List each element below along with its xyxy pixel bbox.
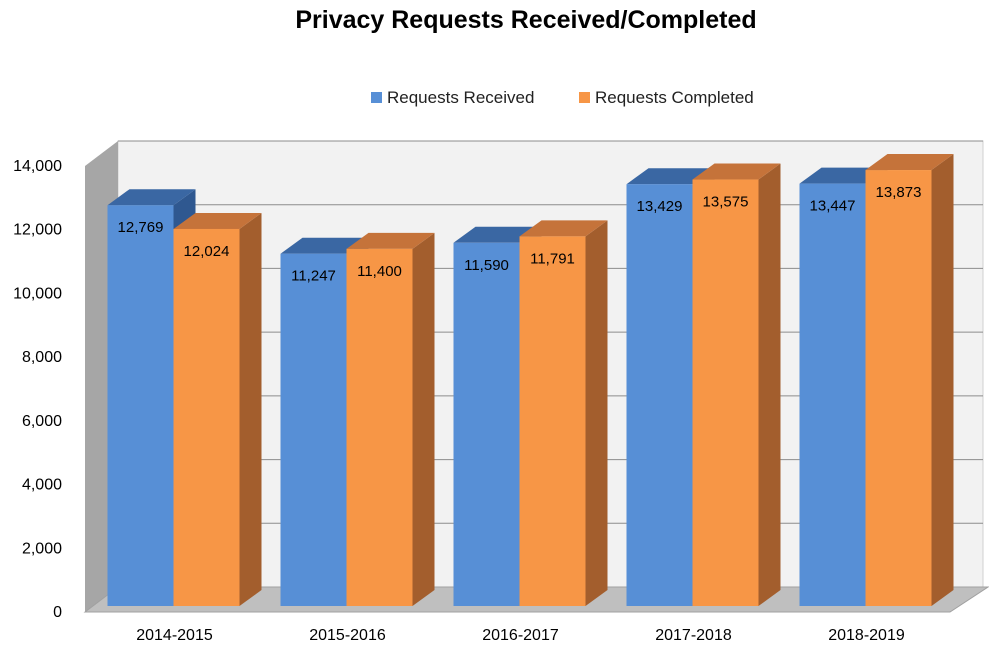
data-label: 12,769 (118, 219, 164, 236)
data-label: 13,575 (703, 194, 749, 211)
data-label: 11,590 (464, 257, 509, 274)
bar-top (346, 232, 435, 249)
bars (107, 154, 954, 607)
legend-swatch-requests-received (371, 92, 382, 103)
y-tick-label: 14,000 (13, 158, 62, 175)
legend-swatch-requests-completed (579, 92, 590, 103)
data-label: 13,429 (637, 198, 683, 215)
y-tick-label: 6,000 (22, 413, 62, 430)
y-tick-label: 2,000 (22, 540, 62, 557)
bar-top (173, 212, 262, 229)
bar-front (519, 236, 586, 606)
data-label: 13,873 (876, 184, 922, 201)
bar-completed-2018-2019 (865, 154, 954, 607)
y-tick-label: 10,000 (13, 285, 62, 302)
x-tick-label: 2017-2018 (655, 627, 732, 644)
bar-front (173, 228, 240, 606)
bar-front (626, 184, 693, 606)
data-label: 11,247 (291, 268, 336, 285)
bar-side (758, 163, 781, 606)
legend-label-requests-received: Requests Received (387, 88, 534, 107)
bar-completed-2017-2018 (692, 163, 781, 606)
bar-completed-2014-2015 (173, 212, 262, 606)
x-tick-label: 2015-2016 (309, 627, 386, 644)
bar-side (412, 232, 435, 607)
data-label: 11,400 (357, 263, 402, 280)
x-tick-label: 2018-2019 (828, 627, 905, 644)
bar-side (239, 212, 262, 606)
bar-completed-2015-2016 (346, 232, 435, 607)
chart-title: Privacy Requests Received/Completed (295, 6, 756, 34)
data-label: 11,791 (530, 250, 575, 267)
bar-front (346, 248, 413, 607)
x-axis-ticks: 2014-2015 2015-2016 2016-2017 2017-2018 2018… (136, 627, 905, 644)
legend: Requests Received Requests Completed (371, 88, 754, 107)
bar-front (453, 242, 520, 607)
y-tick-label: 8,000 (22, 349, 62, 366)
y-axis-ticks: 0 2,000 4,000 6,000 8,000 10,000 12,000 14,000 (13, 158, 62, 621)
bar-top (107, 189, 196, 206)
legend-label-requests-completed: Requests Completed (595, 88, 754, 107)
y-tick-label: 0 (53, 604, 62, 621)
bar-completed-2016-2017 (519, 220, 608, 606)
bar-top (519, 220, 608, 237)
y-tick-label: 12,000 (13, 222, 62, 239)
bar-front (692, 179, 759, 606)
bar-top (692, 163, 781, 180)
bar-front (865, 170, 932, 607)
bar-side (585, 220, 608, 606)
bar-front (107, 205, 174, 607)
bar-side (931, 154, 954, 607)
x-tick-label: 2016-2017 (482, 627, 559, 644)
bar-top (865, 154, 954, 171)
data-labels: 12,769 12,024 11,247 11,400 11,590 11,791 13,4… (118, 184, 922, 285)
data-label: 13,447 (810, 198, 856, 215)
bar-front (799, 183, 866, 606)
x-tick-label: 2014-2015 (136, 627, 213, 644)
y-tick-label: 4,000 (22, 477, 62, 494)
bar-front (280, 253, 347, 607)
data-label: 12,024 (184, 243, 230, 260)
